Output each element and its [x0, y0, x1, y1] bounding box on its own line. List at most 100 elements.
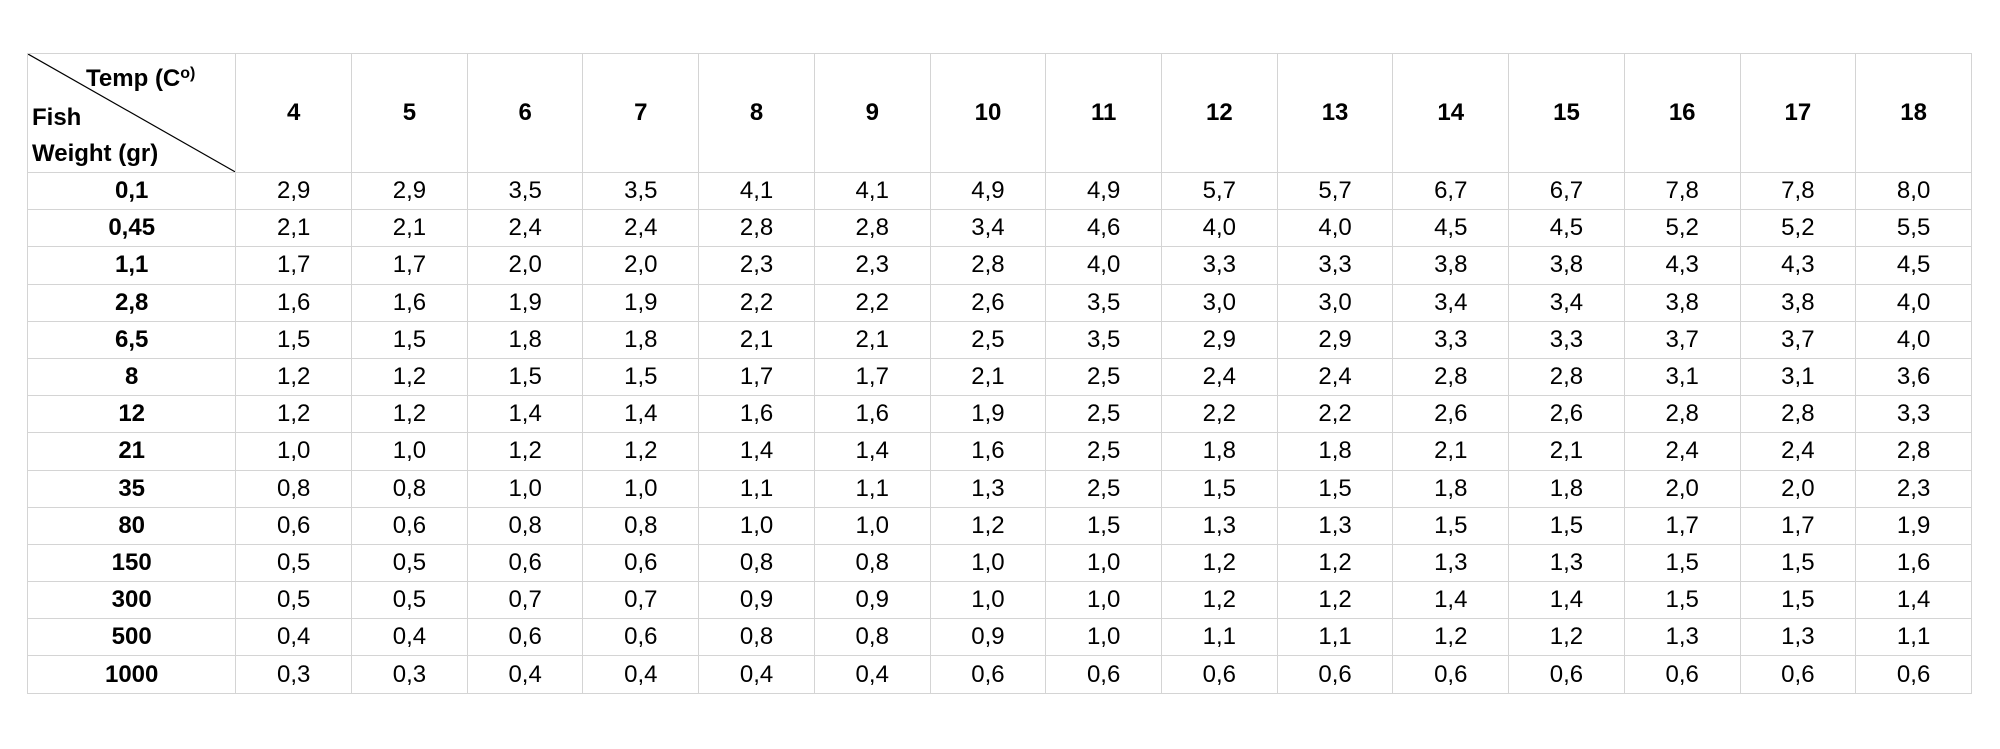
- feeding-rate-cell: 1,2: [235, 395, 353, 434]
- feeding-rate-cell: 0,6: [1623, 655, 1741, 694]
- feeding-rate-cell: 3,3: [1508, 320, 1625, 359]
- feeding-rate-cell: 2,0: [1739, 469, 1857, 508]
- feeding-rate-cell: 1,6: [1855, 543, 1972, 583]
- feeding-rate-cell: 2,8: [813, 209, 931, 248]
- feeding-rate-cell: 1,0: [929, 543, 1047, 583]
- fish-weight-cell: 0,1: [26, 171, 237, 211]
- feeding-rate-cell: 1,4: [466, 395, 584, 434]
- feeding-rate-cell: 1,4: [1392, 581, 1510, 620]
- feeding-rate-cell: 1,2: [1161, 543, 1278, 583]
- feeding-rate-cell: 2,0: [466, 246, 584, 285]
- feeding-rate-cell: 3,3: [1392, 320, 1510, 359]
- feeding-rate-cell: 4,1: [698, 171, 815, 211]
- feeding-rate-cell: 7,8: [1739, 171, 1857, 211]
- feeding-rate-cell: 1,2: [466, 432, 584, 471]
- feeding-rate-cell: 1,1: [813, 469, 931, 508]
- feeding-rate-cell: 1,7: [351, 246, 468, 285]
- diagonal-divider: [28, 54, 235, 172]
- temperature-header-cell: 7: [582, 53, 700, 173]
- feeding-rate-cell: 1,5: [235, 320, 353, 359]
- table-row: 80 0,6 0,6 0,8 0,8 1,0 1,0 1,2 1,5 1,3 1,3 1,5 1,5 1,…: [26, 506, 1972, 545]
- fish-weight-cell: 1000: [26, 655, 237, 694]
- feeding-rate-cell: 4,0: [1045, 246, 1162, 285]
- feeding-rate-cell: 0,6: [1855, 655, 1972, 694]
- feeding-rate-cell: 1,2: [582, 432, 700, 471]
- temperature-header-cell: 18: [1855, 53, 1972, 173]
- feeding-rate-cell: 0,8: [351, 469, 468, 508]
- feeding-rate-cell: 1,4: [698, 432, 815, 471]
- feeding-rate-cell: 4,5: [1392, 209, 1510, 248]
- feeding-rate-cell: 3,8: [1392, 246, 1510, 285]
- temperature-header-cell: 14: [1392, 53, 1510, 173]
- feeding-rate-cell: 0,6: [1508, 655, 1625, 694]
- feeding-rate-cell: 2,1: [1508, 432, 1625, 471]
- feeding-rate-cell: 5,5: [1855, 209, 1972, 248]
- feeding-rate-cell: 1,4: [1508, 581, 1625, 620]
- feeding-rate-cell: 1,8: [1508, 469, 1625, 508]
- feeding-rate-cell: 0,5: [351, 543, 468, 583]
- feeding-rate-cell: 3,7: [1623, 320, 1741, 359]
- feeding-rate-cell: 2,8: [1392, 357, 1510, 397]
- feeding-rate-cell: 2,8: [1508, 357, 1625, 397]
- table-row: 1,1 1,7 1,7 2,0 2,0 2,3 2,3 2,8 4,0 3,3 3,3 3,8 3,8 4…: [26, 246, 1972, 285]
- feeding-rate-cell: 2,8: [698, 209, 815, 248]
- feeding-rate-cell: 1,4: [582, 395, 700, 434]
- fish-weight-cell: 300: [26, 581, 237, 620]
- feeding-rate-cell: 1,0: [1045, 618, 1162, 657]
- feeding-rate-cell: 0,8: [466, 506, 584, 545]
- feeding-rate-cell: 1,8: [1161, 432, 1278, 471]
- feeding-rate-cell: 2,4: [1739, 432, 1857, 471]
- feeding-rate-cell: 1,3: [1161, 506, 1278, 545]
- feeding-rate-cell: 1,5: [582, 357, 700, 397]
- table-row: 2,8 1,6 1,6 1,9 1,9 2,2 2,2 2,6 3,5 3,0 3,0 3,4 3,4 3…: [26, 283, 1972, 322]
- feeding-rate-cell: 1,2: [929, 506, 1047, 545]
- temperature-header-cell: 10: [929, 53, 1047, 173]
- feeding-rate-cell: 3,3: [1161, 246, 1278, 285]
- feeding-rate-cell: 4,0: [1276, 209, 1394, 248]
- feeding-rate-cell: 4,0: [1855, 283, 1972, 322]
- feeding-rate-cell: 0,8: [582, 506, 700, 545]
- temperature-header-cell: 8: [698, 53, 815, 173]
- feeding-rate-cell: 0,3: [235, 655, 353, 694]
- feeding-rate-cell: 4,1: [813, 171, 931, 211]
- feeding-rate-cell: 1,5: [1392, 506, 1510, 545]
- feeding-rate-cell: 5,7: [1161, 171, 1278, 211]
- feeding-rate-cell: 1,2: [1508, 618, 1625, 657]
- temperature-header-cell: 12: [1161, 53, 1278, 173]
- corner-header-cell: Temp (Co) Fish Weight (gr): [26, 53, 237, 173]
- feeding-rate-cell: 1,0: [582, 469, 700, 508]
- feeding-rate-cell: 2,9: [1276, 320, 1394, 359]
- feeding-rate-cell: 6,7: [1392, 171, 1510, 211]
- feeding-rate-cell: 4,9: [1045, 171, 1162, 211]
- table-row: 1000 0,3 0,3 0,4 0,4 0,4 0,4 0,6 0,6 0,6 0,6 0,6 0,6…: [26, 655, 1972, 694]
- table-row: 300 0,5 0,5 0,7 0,7 0,9 0,9 1,0 1,0 1,2 1,2 1,4 1,4 1…: [26, 581, 1972, 620]
- fish-weight-cell: 500: [26, 618, 237, 657]
- fish-weight-cell: 35: [26, 469, 237, 508]
- feeding-rate-cell: 1,6: [698, 395, 815, 434]
- fish-weight-cell: 0,45: [26, 209, 237, 248]
- feeding-rate-cell: 1,7: [1739, 506, 1857, 545]
- fish-weight-cell: 1,1: [26, 246, 237, 285]
- temperature-header-cell: 6: [466, 53, 584, 173]
- fish-label: Fish: [32, 104, 82, 131]
- feeding-rate-cell: 2,5: [1045, 432, 1162, 471]
- feeding-rate-cell: 2,9: [1161, 320, 1278, 359]
- feeding-rate-cell: 2,6: [929, 283, 1047, 322]
- feeding-rate-cell: 1,1: [1855, 618, 1972, 657]
- feeding-rate-cell: 0,7: [466, 581, 584, 620]
- feeding-rate-cell: 1,2: [351, 357, 468, 397]
- feeding-rate-cell: 0,4: [582, 655, 700, 694]
- feeding-rate-cell: 3,0: [1161, 283, 1278, 322]
- feeding-rate-cell: 1,3: [1392, 543, 1510, 583]
- table-row: 8 1,2 1,2 1,5 1,5 1,7 1,7 2,1 2,5 2,4 2,4 2,8 2,8 3,1…: [26, 357, 1972, 397]
- feeding-rate-cell: 1,7: [1623, 506, 1741, 545]
- header-row: Temp (Co) Fish Weight (gr) 4 5 6 7 8 9 10 11 12 1…: [26, 53, 1972, 173]
- feeding-rate-cell: 1,2: [1276, 543, 1394, 583]
- feeding-rate-cell: 1,6: [351, 283, 468, 322]
- temperature-header-cell: 15: [1508, 53, 1625, 173]
- weight-axis-label: Weight (gr): [32, 140, 159, 167]
- temperature-header-cell: 16: [1623, 53, 1741, 173]
- feeding-rate-cell: 2,0: [582, 246, 700, 285]
- feeding-rate-cell: 1,0: [1045, 581, 1162, 620]
- feeding-rate-cell: 0,9: [813, 581, 931, 620]
